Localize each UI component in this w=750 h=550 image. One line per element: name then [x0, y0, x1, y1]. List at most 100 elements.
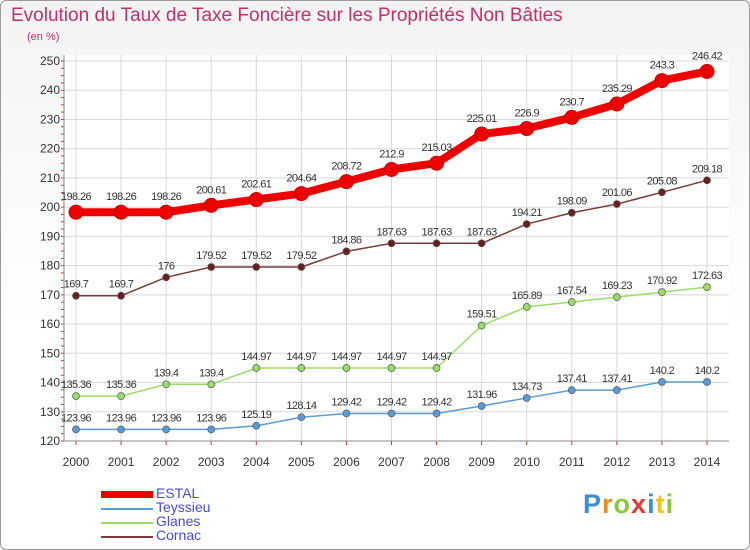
data-point — [522, 303, 531, 311]
data-point — [162, 380, 170, 389]
data-point — [342, 409, 351, 418]
y-tick-label: 130 — [40, 405, 60, 419]
data-point — [613, 386, 621, 394]
data-label: 198.09 — [557, 196, 588, 208]
legend-swatch — [101, 491, 153, 498]
chart-title: Evolution du Taux de Taxe Foncière sur l… — [11, 5, 563, 26]
data-point — [72, 425, 80, 434]
data-point — [297, 263, 306, 271]
x-tick-label: 2002 — [153, 455, 180, 469]
data-label: 200.61 — [196, 184, 227, 196]
data-label: 226.9 — [514, 108, 539, 120]
data-point — [162, 273, 170, 282]
data-point — [117, 291, 125, 300]
data-label: 225.01 — [467, 113, 498, 125]
data-point — [384, 161, 399, 177]
data-label: 246.42 — [692, 50, 723, 62]
data-point — [658, 188, 666, 197]
legend-item: Teyssieu — [101, 499, 261, 515]
data-point — [293, 186, 309, 202]
legend-label: Glanes — [156, 513, 201, 529]
legend-item: Glanes — [101, 513, 261, 529]
data-point — [72, 291, 80, 300]
data-point — [158, 204, 174, 220]
data-point — [297, 364, 306, 372]
data-point — [474, 126, 490, 142]
y-tick-label: 210 — [40, 171, 60, 185]
data-label: 129.42 — [376, 396, 407, 408]
y-tick-label: 150 — [40, 346, 60, 360]
data-point — [613, 293, 621, 301]
data-label: 129.42 — [422, 396, 453, 408]
data-label: 230.7 — [560, 96, 585, 108]
data-point — [113, 204, 129, 220]
data-label: 187.63 — [376, 226, 407, 238]
x-tick-label: 2011 — [559, 455, 585, 469]
data-label: 179.52 — [286, 250, 317, 262]
data-label: 179.52 — [241, 250, 272, 262]
data-point — [703, 378, 711, 386]
y-tick-label: 180 — [40, 259, 60, 273]
data-label: 125.19 — [241, 409, 272, 421]
data-label: 208.72 — [331, 161, 362, 173]
y-tick-label: 190 — [40, 229, 60, 243]
x-tick-label: 2000 — [63, 455, 90, 469]
logo-letter: i — [647, 489, 656, 519]
data-point — [567, 208, 576, 217]
x-tick-label: 2013 — [649, 455, 676, 469]
data-point — [162, 425, 170, 434]
data-label: 205.08 — [647, 175, 678, 187]
data-label: 135.36 — [61, 379, 92, 391]
data-point — [429, 155, 445, 171]
y-tick-label: 230 — [40, 112, 60, 126]
data-point — [252, 263, 261, 271]
x-tick-label: 2008 — [423, 455, 450, 469]
logo-letter: P — [583, 489, 603, 519]
data-label: 144.97 — [286, 351, 317, 363]
y-tick-label: 250 — [40, 54, 60, 68]
data-label: 172.63 — [692, 270, 723, 282]
data-point — [567, 298, 576, 306]
data-label: 123.96 — [61, 412, 92, 424]
x-tick-label: 2010 — [513, 455, 540, 469]
data-point — [699, 63, 715, 79]
data-point — [654, 73, 670, 89]
data-label: 139.4 — [199, 367, 224, 379]
data-point — [207, 425, 216, 434]
data-point — [207, 380, 216, 389]
data-label: 184.86 — [331, 234, 362, 246]
data-point — [432, 239, 441, 248]
y-tick-label: 220 — [40, 142, 60, 156]
data-point — [658, 288, 666, 297]
data-label: 144.97 — [422, 351, 453, 363]
data-point — [387, 239, 396, 248]
data-point — [609, 96, 625, 112]
data-label: 144.97 — [241, 351, 272, 363]
data-label: 201.06 — [602, 187, 633, 199]
logo-letter: x — [631, 489, 648, 519]
data-label: 129.42 — [331, 396, 362, 408]
data-point — [203, 197, 219, 213]
data-label: 179.52 — [196, 250, 227, 262]
legend-swatch — [101, 536, 153, 538]
unit-label: (en %) — [27, 31, 60, 43]
data-point — [72, 392, 80, 400]
y-tick-label: 170 — [40, 288, 60, 302]
data-point — [522, 220, 531, 228]
legend-label: Cornac — [156, 527, 202, 543]
x-tick-label: 2009 — [468, 455, 495, 469]
data-point — [703, 283, 711, 292]
data-point — [387, 364, 396, 372]
data-label: 209.18 — [692, 163, 723, 175]
data-point — [117, 392, 125, 400]
x-tick-label: 2014 — [694, 455, 721, 469]
data-point — [207, 263, 216, 271]
data-label: 137.41 — [602, 373, 633, 385]
data-point — [658, 378, 666, 386]
data-label: 194.21 — [512, 207, 543, 219]
data-point — [248, 192, 264, 208]
data-label: 169.23 — [602, 280, 633, 292]
legend-label: ESTAL — [156, 485, 200, 501]
data-label: 137.41 — [557, 373, 588, 385]
